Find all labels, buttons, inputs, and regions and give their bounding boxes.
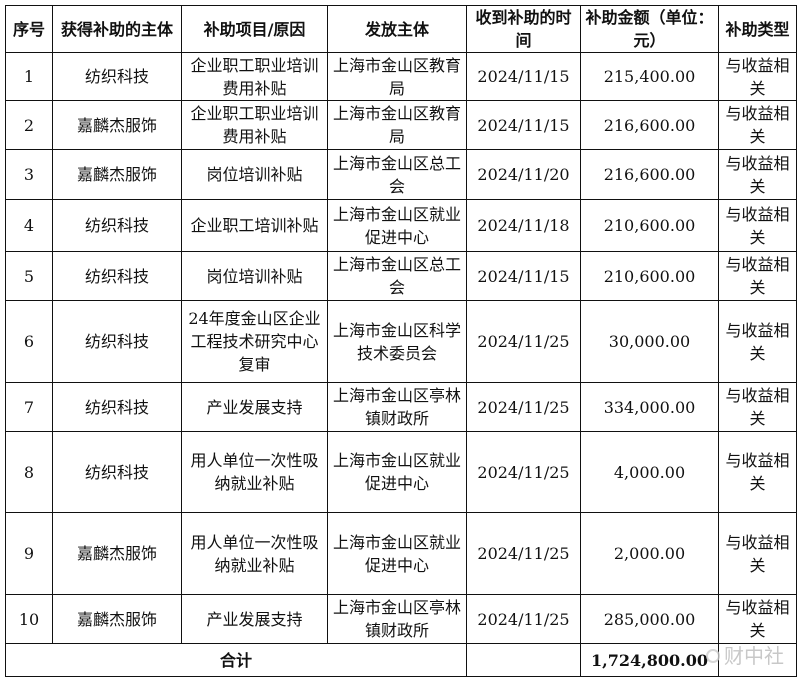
total-type-empty (718, 643, 797, 677)
cell-item: 产业发展支持 (181, 594, 328, 644)
cell-recipient: 嘉麟杰服饰 (52, 512, 182, 595)
cell-type: 与收益相关 (718, 149, 797, 200)
header-type: 补助类型 (718, 5, 797, 53)
cell-recipient: 嘉麟杰服饰 (52, 100, 182, 150)
header-date: 收到补助的时间 (466, 5, 581, 53)
cell-amount: 334,000.00 (580, 382, 719, 432)
cell-no: 3 (5, 149, 53, 200)
cell-issuer: 上海市金山区亭林镇财政所 (327, 382, 467, 432)
total-row: 合计 1,724,800.00 (5, 643, 797, 677)
header-no: 序号 (5, 5, 53, 53)
cell-type: 与收益相关 (718, 100, 797, 150)
table-row: 1 纺织科技 企业职工职业培训费用补贴 上海市金山区教育局 2024/11/15 215,… (5, 52, 797, 101)
cell-date: 2024/11/25 (466, 431, 581, 513)
cell-type: 与收益相关 (718, 52, 797, 101)
cell-item: 企业职工职业培训费用补贴 (181, 52, 328, 101)
cell-no: 7 (5, 382, 53, 432)
total-amount: 1,724,800.00 (580, 643, 719, 677)
cell-item: 企业职工培训补贴 (181, 199, 328, 252)
total-label: 合计 (5, 643, 467, 677)
header-issuer: 发放主体 (327, 5, 467, 53)
cell-type: 与收益相关 (718, 300, 797, 383)
cell-issuer: 上海市金山区总工会 (327, 251, 467, 301)
cell-amount: 210,600.00 (580, 199, 719, 252)
cell-no: 5 (5, 251, 53, 301)
table-row: 10 嘉麟杰服饰 产业发展支持 上海市金山区亭林镇财政所 2024/11/25 285,0… (5, 594, 797, 644)
header-recipient: 获得补助的主体 (52, 5, 182, 53)
cell-amount: 2,000.00 (580, 512, 719, 595)
cell-issuer: 上海市金山区科学技术委员会 (327, 300, 467, 383)
cell-amount: 285,000.00 (580, 594, 719, 644)
table-row: 9 嘉麟杰服饰 用人单位一次性吸纳就业补贴 上海市金山区就业促进中心 2024/11/2… (5, 512, 797, 595)
cell-issuer: 上海市金山区亭林镇财政所 (327, 594, 467, 644)
cell-no: 1 (5, 52, 53, 101)
watermark-logo-icon (706, 649, 720, 663)
table-row: 2 嘉麟杰服饰 企业职工职业培训费用补贴 上海市金山区教育局 2024/11/15 216… (5, 100, 797, 150)
header-row: 序号 获得补助的主体 补助项目/原因 发放主体 收到补助的时间 补助金额（单位：… (5, 5, 797, 53)
table-row: 4 纺织科技 企业职工培训补贴 上海市金山区就业促进中心 2024/11/18 210,6… (5, 199, 797, 252)
cell-amount: 210,600.00 (580, 251, 719, 301)
subsidy-table: 序号 获得补助的主体 补助项目/原因 发放主体 收到补助的时间 补助金额（单位：… (5, 5, 797, 677)
cell-type: 与收益相关 (718, 594, 797, 644)
cell-date: 2024/11/15 (466, 52, 581, 101)
cell-no: 6 (5, 300, 53, 383)
cell-issuer: 上海市金山区就业促进中心 (327, 431, 467, 513)
total-empty (466, 643, 581, 677)
cell-amount: 216,600.00 (580, 149, 719, 200)
cell-type: 与收益相关 (718, 199, 797, 252)
cell-item: 用人单位一次性吸纳就业补贴 (181, 512, 328, 595)
cell-date: 2024/11/18 (466, 199, 581, 252)
cell-date: 2024/11/25 (466, 594, 581, 644)
cell-item: 岗位培训补贴 (181, 251, 328, 301)
cell-amount: 4,000.00 (580, 431, 719, 513)
cell-recipient: 纺织科技 (52, 431, 182, 513)
table-row: 8 纺织科技 用人单位一次性吸纳就业补贴 上海市金山区就业促进中心 2024/11/25… (5, 431, 797, 513)
cell-date: 2024/11/15 (466, 100, 581, 150)
cell-no: 9 (5, 512, 53, 595)
header-item: 补助项目/原因 (181, 5, 328, 53)
watermark: 财中社 (706, 645, 784, 667)
cell-recipient: 嘉麟杰服饰 (52, 594, 182, 644)
cell-issuer: 上海市金山区就业促进中心 (327, 512, 467, 595)
cell-date: 2024/11/25 (466, 512, 581, 595)
cell-recipient: 纺织科技 (52, 382, 182, 432)
cell-date: 2024/11/25 (466, 382, 581, 432)
cell-type: 与收益相关 (718, 431, 797, 513)
cell-no: 4 (5, 199, 53, 252)
cell-recipient: 纺织科技 (52, 52, 182, 101)
cell-type: 与收益相关 (718, 512, 797, 595)
cell-date: 2024/11/15 (466, 251, 581, 301)
cell-date: 2024/11/25 (466, 300, 581, 383)
cell-date: 2024/11/20 (466, 149, 581, 200)
cell-item: 用人单位一次性吸纳就业补贴 (181, 431, 328, 513)
cell-recipient: 嘉麟杰服饰 (52, 149, 182, 200)
cell-issuer: 上海市金山区总工会 (327, 149, 467, 200)
cell-amount: 30,000.00 (580, 300, 719, 383)
cell-amount: 215,400.00 (580, 52, 719, 101)
cell-item: 24年度金山区企业工程技术研究中心复审 (181, 300, 328, 383)
cell-recipient: 纺织科技 (52, 300, 182, 383)
cell-amount: 216,600.00 (580, 100, 719, 150)
header-amount: 补助金额（单位：元） (580, 5, 719, 53)
cell-type: 与收益相关 (718, 251, 797, 301)
table-row: 3 嘉麟杰服饰 岗位培训补贴 上海市金山区总工会 2024/11/20 216,600.0… (5, 149, 797, 200)
cell-type: 与收益相关 (718, 382, 797, 432)
watermark-text: 财中社 (724, 644, 784, 668)
cell-item: 企业职工职业培训费用补贴 (181, 100, 328, 150)
cell-no: 2 (5, 100, 53, 150)
cell-no: 8 (5, 431, 53, 513)
cell-no: 10 (5, 594, 53, 644)
cell-recipient: 纺织科技 (52, 251, 182, 301)
table-row: 5 纺织科技 岗位培训补贴 上海市金山区总工会 2024/11/15 210,600.00… (5, 251, 797, 301)
cell-item: 产业发展支持 (181, 382, 328, 432)
table-row: 6 纺织科技 24年度金山区企业工程技术研究中心复审 上海市金山区科学技术委员会 202… (5, 300, 797, 383)
cell-issuer: 上海市金山区教育局 (327, 52, 467, 101)
cell-issuer: 上海市金山区教育局 (327, 100, 467, 150)
cell-recipient: 纺织科技 (52, 199, 182, 252)
cell-item: 岗位培训补贴 (181, 149, 328, 200)
table-row: 7 纺织科技 产业发展支持 上海市金山区亭林镇财政所 2024/11/25 334,000… (5, 382, 797, 432)
cell-issuer: 上海市金山区就业促进中心 (327, 199, 467, 252)
